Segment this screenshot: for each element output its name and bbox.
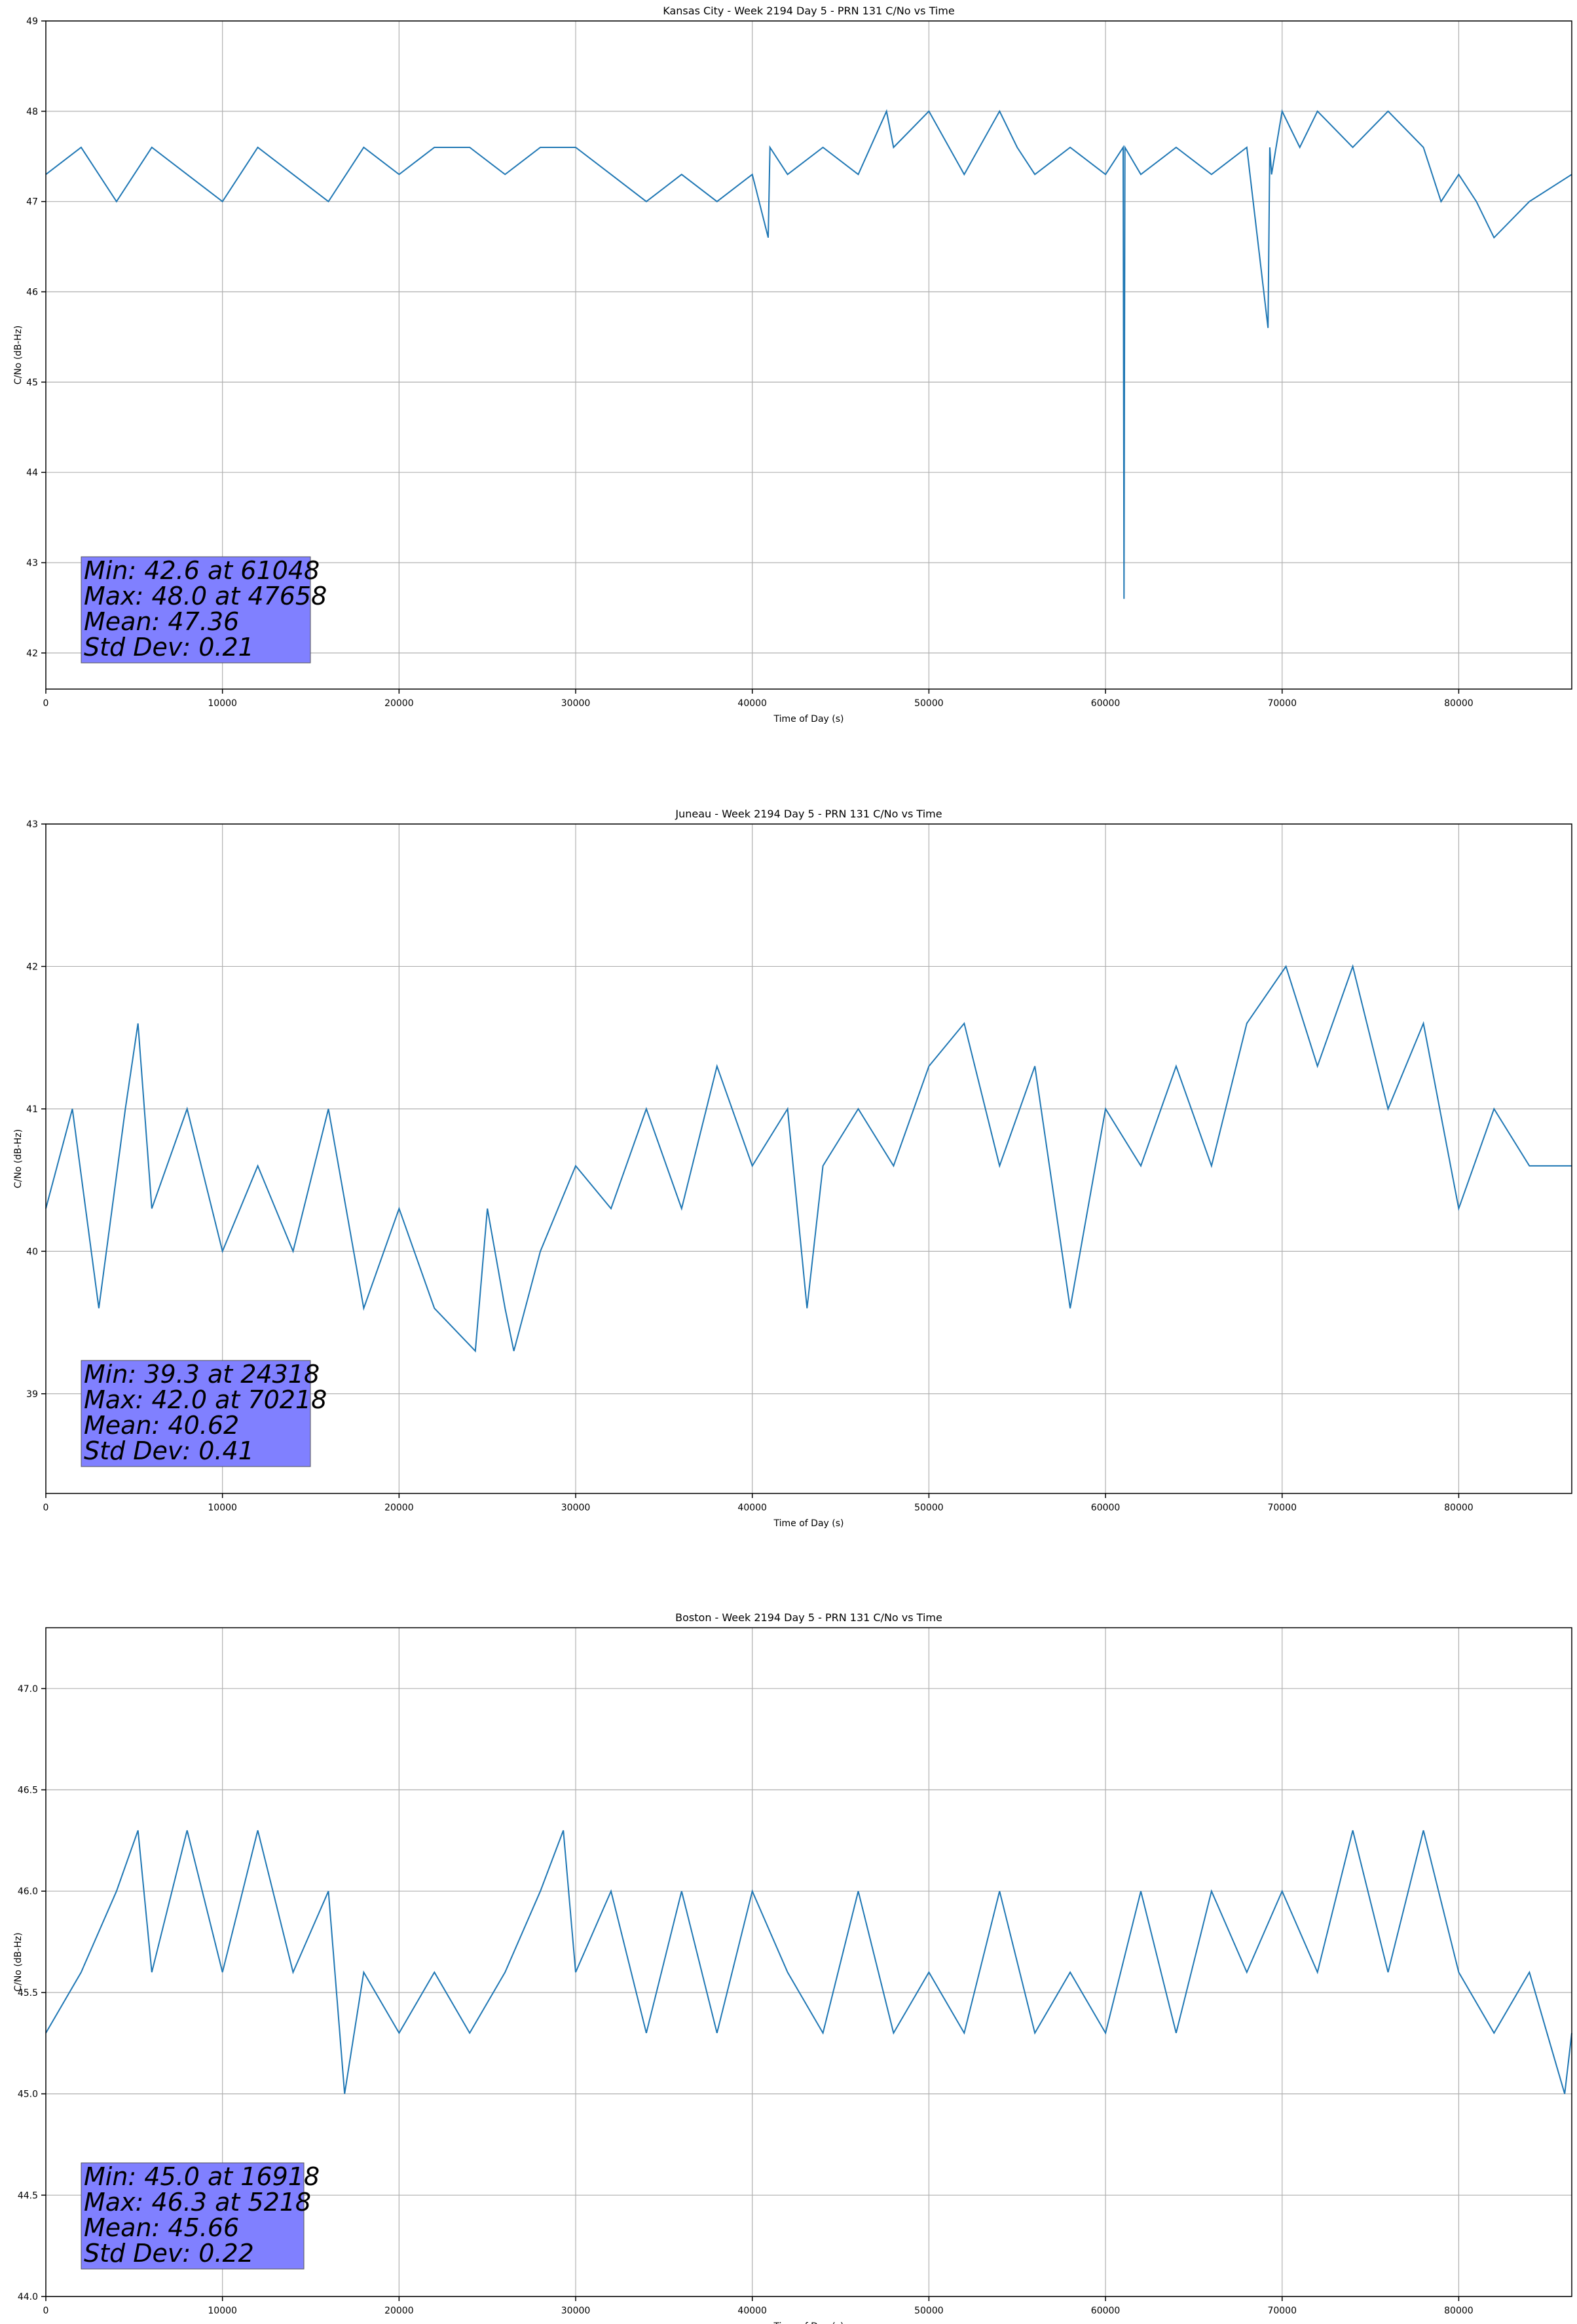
x-tick-label: 20000 bbox=[384, 2306, 414, 2316]
y-tick-label: 46 bbox=[26, 288, 38, 298]
x-tick-label: 30000 bbox=[561, 2306, 591, 2316]
stats-line: Max: 46.3 at 5218 bbox=[84, 2188, 311, 2217]
x-axis-label: Time of Day (s) bbox=[773, 714, 844, 724]
stats-line: Min: 39.3 at 24318 bbox=[84, 1360, 320, 1389]
x-tick-label: 50000 bbox=[914, 1503, 944, 1513]
x-tick-label: 10000 bbox=[208, 1503, 237, 1513]
y-tick-label: 44 bbox=[26, 468, 38, 478]
y-tick-label: 42 bbox=[26, 648, 38, 659]
series-line-1 bbox=[45, 109, 1572, 599]
stats-box-background bbox=[81, 556, 311, 664]
series-line-1 bbox=[45, 964, 1572, 1353]
x-tick-label: 70000 bbox=[1267, 1503, 1297, 1513]
x-tick-label: 60000 bbox=[1091, 2306, 1121, 2316]
x-tick-label: 70000 bbox=[1267, 2306, 1297, 2316]
x-tick-label: 60000 bbox=[1091, 1503, 1121, 1513]
axes-frame bbox=[45, 1627, 1572, 2297]
y-tick-label: 46.0 bbox=[18, 1886, 38, 1897]
x-tick-label: 10000 bbox=[208, 698, 237, 709]
y-tick-label: 46.5 bbox=[18, 1786, 38, 1796]
stats-line: Min: 45.0 at 16918 bbox=[84, 2162, 320, 2191]
x-tick-label: 0 bbox=[43, 698, 49, 709]
y-tick-label: 49 bbox=[26, 16, 38, 27]
x-tick-label: 0 bbox=[43, 2306, 49, 2316]
stats-line: Mean: 47.36 bbox=[84, 607, 239, 636]
y-tick-label: 45 bbox=[26, 377, 38, 388]
stats-line: Mean: 45.66 bbox=[84, 2213, 239, 2242]
y-axis-label: C/No (dB-Hz) bbox=[13, 1129, 24, 1188]
chart-title: Juneau - Week 2194 Day 5 - PRN 131 C/No … bbox=[675, 808, 942, 820]
x-tick-label: 80000 bbox=[1444, 698, 1474, 709]
grid bbox=[46, 20, 1572, 689]
x-tick-label: 30000 bbox=[561, 1503, 591, 1513]
axes-frame bbox=[45, 823, 1572, 1494]
stats-line: Max: 42.0 at 70218 bbox=[84, 1385, 327, 1414]
x-axis-label: Time of Day (s) bbox=[773, 1518, 844, 1529]
x-tick-label: 70000 bbox=[1267, 698, 1297, 709]
y-tick-label: 42 bbox=[26, 962, 38, 972]
x-tick-label: 60000 bbox=[1091, 698, 1121, 709]
y-tick-label: 41 bbox=[26, 1104, 38, 1115]
grid bbox=[46, 1628, 1572, 2297]
chart-panel-2: 0 10000 20000 30000 40000 50000 60000 70000 8000… bbox=[13, 808, 1572, 1529]
x-tick-label: 10000 bbox=[208, 2306, 237, 2316]
stats-line: Std Dev: 0.22 bbox=[84, 2239, 254, 2268]
axes-frame bbox=[45, 20, 1572, 690]
x-tick-label: 40000 bbox=[737, 698, 767, 709]
chart-title: Kansas City - Week 2194 Day 5 - PRN 131 … bbox=[663, 5, 954, 17]
chart-title: Boston - Week 2194 Day 5 - PRN 131 C/No … bbox=[675, 1611, 942, 1624]
x-tick-label: 0 bbox=[43, 1503, 49, 1513]
y-tick-label: 45.0 bbox=[18, 2090, 38, 2100]
x-tick-label: 50000 bbox=[914, 2306, 944, 2316]
y-tick-label: 45.5 bbox=[18, 1988, 38, 1998]
x-tick-label: 40000 bbox=[737, 2306, 767, 2316]
stats-line: Max: 48.0 at 47658 bbox=[84, 582, 327, 610]
stats-box-background bbox=[81, 2162, 305, 2270]
stats-box-background bbox=[81, 1360, 311, 1467]
x-tick-label: 80000 bbox=[1444, 2306, 1474, 2316]
x-tick-label: 30000 bbox=[561, 698, 591, 709]
stats-line: Std Dev: 0.41 bbox=[84, 1436, 254, 1465]
y-tick-label: 43 bbox=[26, 819, 38, 830]
x-axis-label: Time of Day (s) bbox=[773, 2321, 844, 2324]
y-tick-label: 47 bbox=[26, 197, 38, 208]
y-tick-label: 44.0 bbox=[18, 2292, 38, 2302]
x-tick-label: 20000 bbox=[384, 1503, 414, 1513]
stats-line: Mean: 40.62 bbox=[84, 1411, 239, 1440]
y-axis-label: C/No (dB-Hz) bbox=[13, 326, 24, 384]
x-tick-label: 40000 bbox=[737, 1503, 767, 1513]
series-line-1 bbox=[45, 1830, 1572, 2094]
y-tick-label: 44.5 bbox=[18, 2190, 38, 2201]
stats-line: Min: 42.6 at 61048 bbox=[84, 556, 320, 585]
y-tick-label: 43 bbox=[26, 558, 38, 569]
x-tick-label: 80000 bbox=[1444, 1503, 1474, 1513]
x-tick-label: 20000 bbox=[384, 698, 414, 709]
x-tick-label: 50000 bbox=[914, 698, 944, 709]
stats-line: Std Dev: 0.21 bbox=[84, 633, 254, 662]
chart-panel-1: 0 10000 20000 30000 40000 50000 60000 70000 8000… bbox=[13, 5, 1572, 724]
y-tick-label: 48 bbox=[26, 107, 38, 117]
chart-panel-3: 0 10000 20000 30000 40000 50000 60000 70000 8000… bbox=[13, 1611, 1572, 2324]
y-tick-label: 39 bbox=[26, 1389, 38, 1400]
y-axis-label: C/No (dB-Hz) bbox=[13, 1932, 24, 1991]
y-tick-label: 40 bbox=[26, 1246, 38, 1257]
y-tick-label: 47.0 bbox=[18, 1684, 38, 1695]
